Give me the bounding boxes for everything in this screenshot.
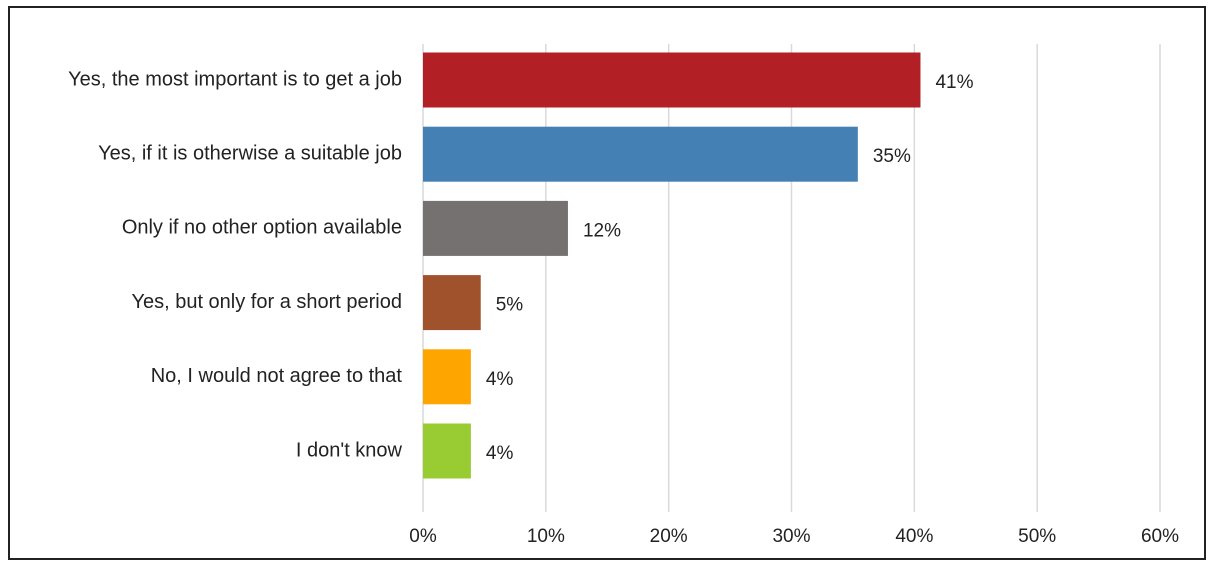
bar: [423, 275, 481, 331]
x-tick-label: 40%: [895, 526, 933, 547]
category-label: No, I would not agree to that: [151, 365, 403, 387]
gridlines: [422, 44, 1161, 512]
x-axis-tick-labels: 0% 10% 20% 30% 40% 50% 60%: [409, 526, 1179, 547]
data-label: 12%: [583, 220, 621, 241]
bar: [423, 126, 858, 182]
bar: [423, 349, 471, 405]
x-tick-label: 50%: [1018, 526, 1056, 547]
data-label: 41%: [935, 72, 973, 93]
bars: [423, 52, 921, 479]
category-label: Yes, if it is otherwise a suitable job: [98, 142, 402, 164]
x-tick-label: 20%: [650, 526, 688, 547]
bar: [423, 200, 568, 256]
x-tick-label: 30%: [772, 526, 810, 547]
bar: [423, 423, 471, 479]
data-label: 5%: [496, 295, 524, 316]
category-labels: Yes, the most important is to get a job Y…: [68, 68, 402, 461]
data-label: 35%: [873, 146, 911, 167]
category-label: I don't know: [296, 439, 403, 461]
x-tick-label: 10%: [527, 526, 565, 547]
data-label: 4%: [486, 369, 514, 390]
data-label: 4%: [486, 443, 514, 464]
bar: [423, 52, 921, 108]
data-labels: 41% 35% 12% 5% 4% 4%: [486, 72, 974, 464]
category-label: Only if no other option available: [122, 217, 402, 239]
category-label: Yes, the most important is to get a job: [68, 68, 402, 90]
x-tick-label: 60%: [1141, 526, 1179, 547]
category-label: Yes, but only for a short period: [131, 291, 402, 313]
x-tick-label: 0%: [409, 526, 437, 547]
